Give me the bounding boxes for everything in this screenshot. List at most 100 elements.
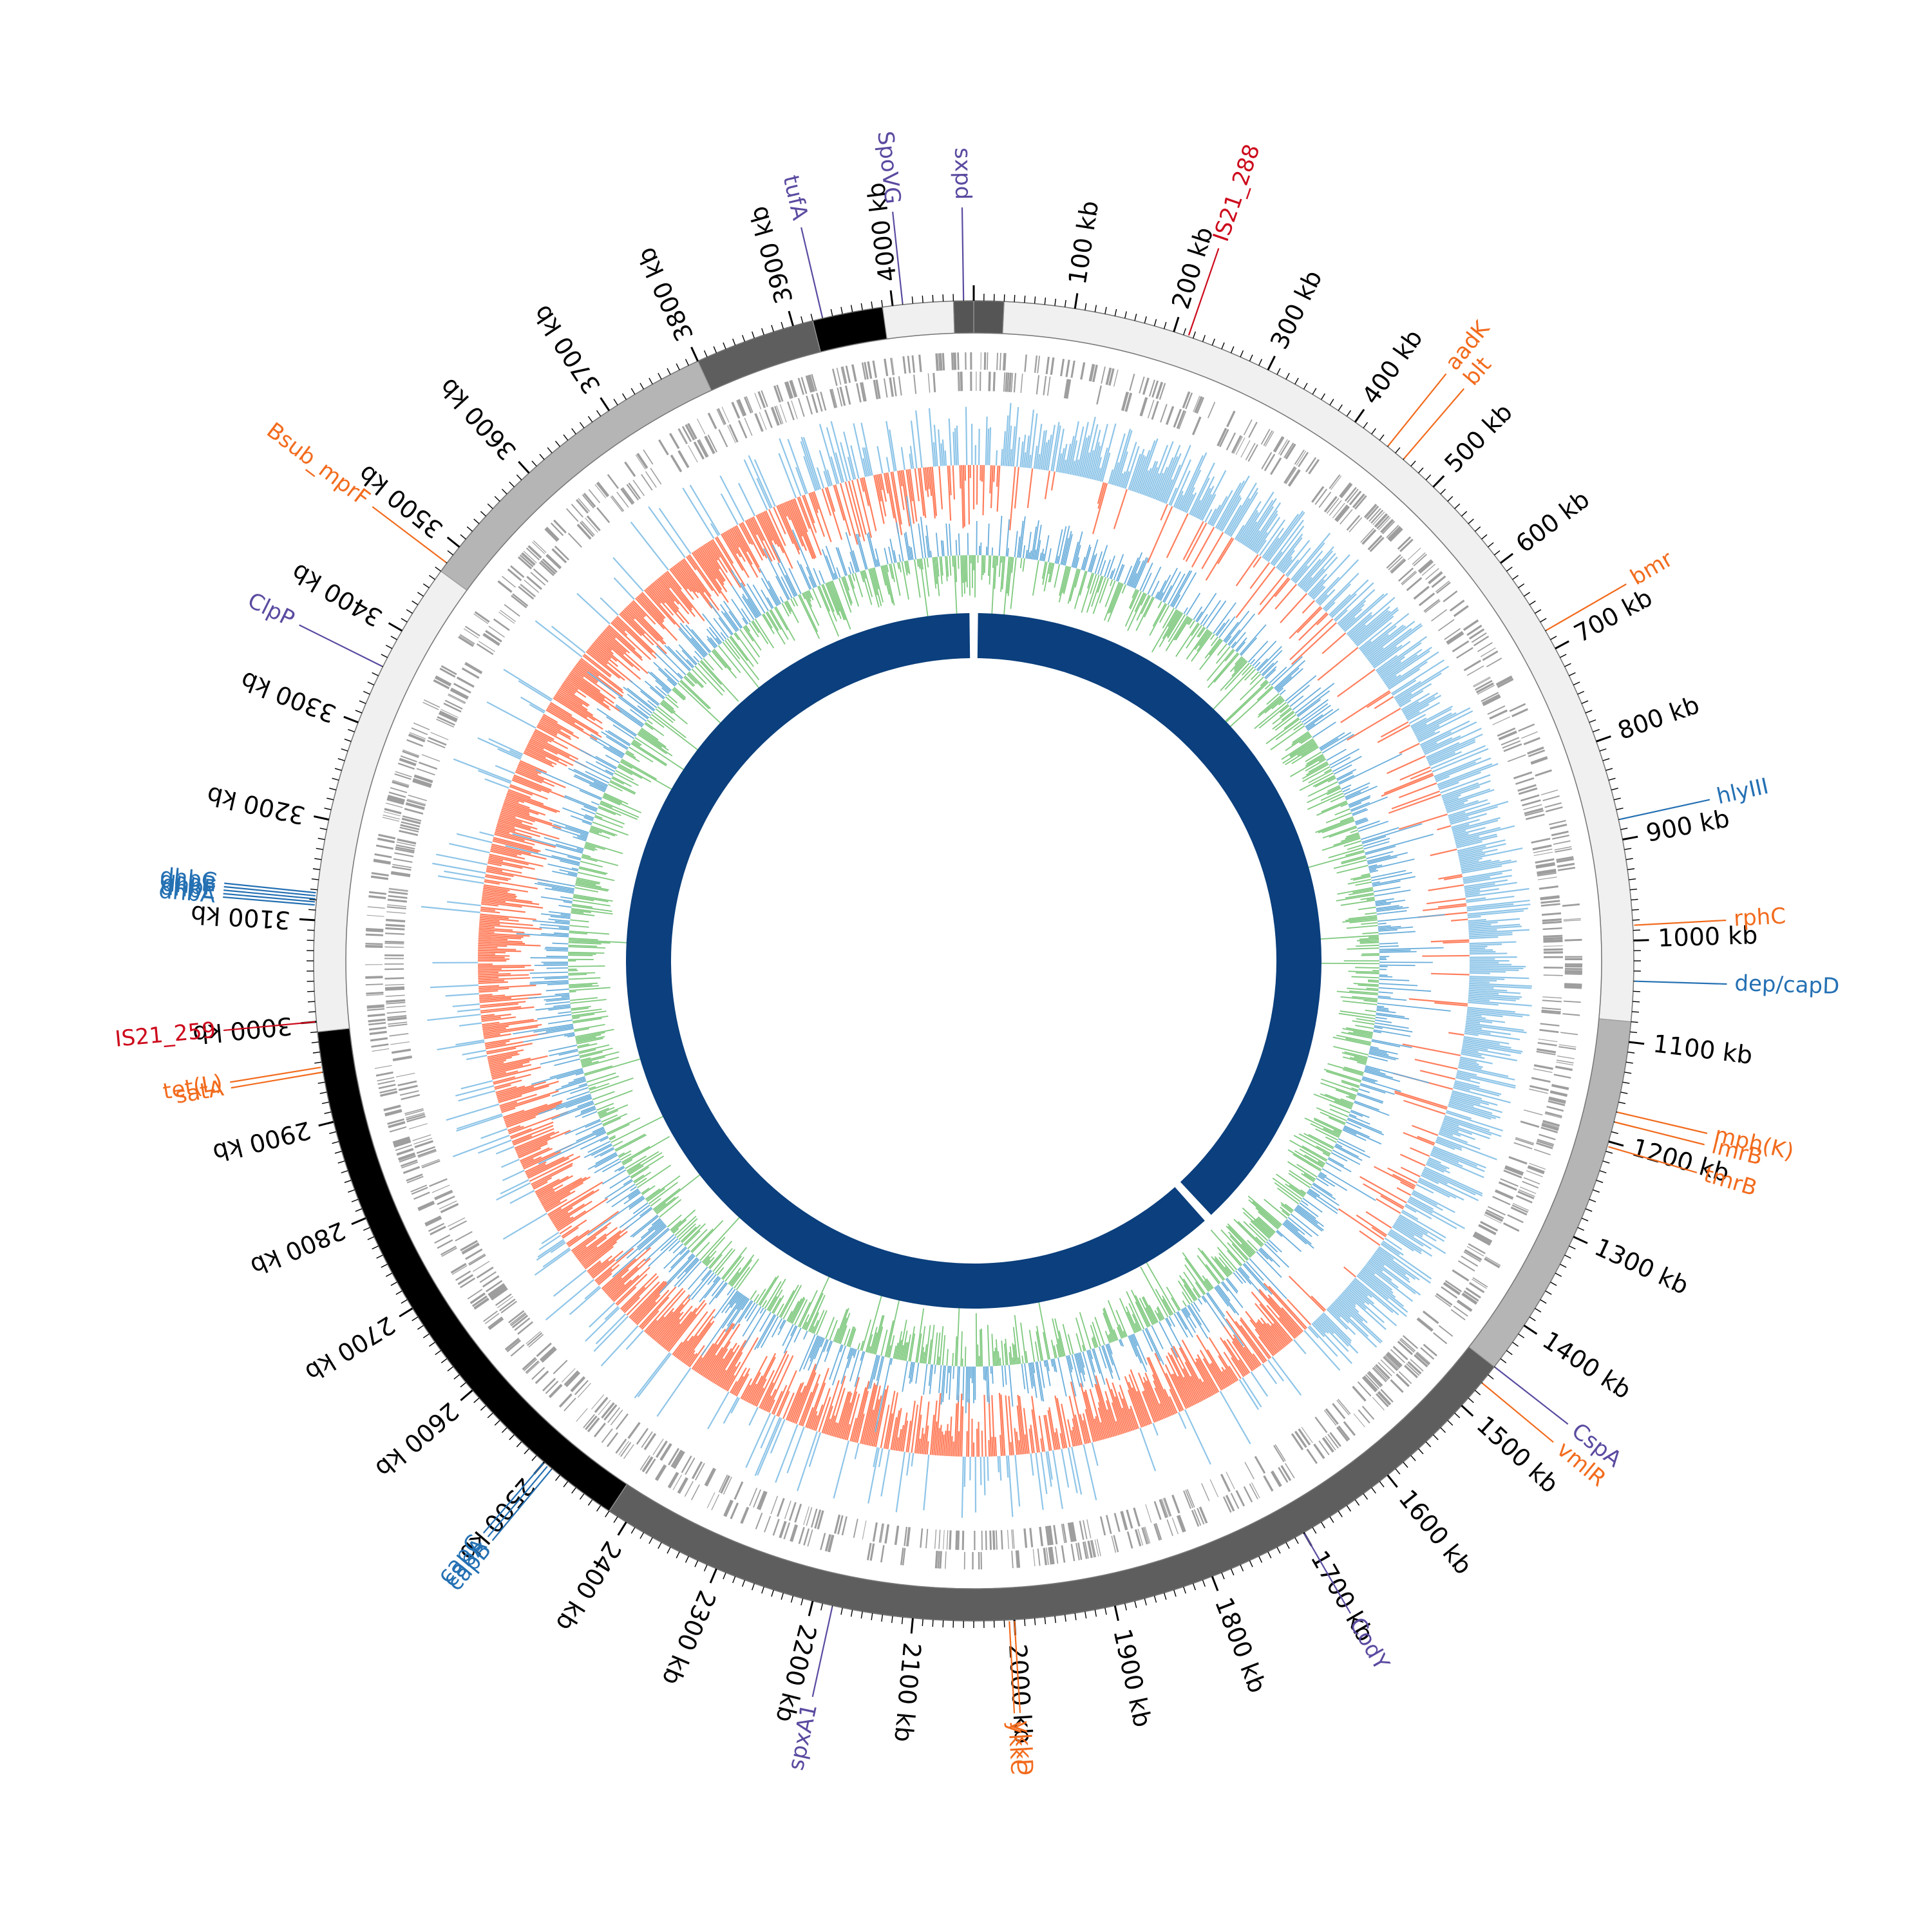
gene-feature — [1305, 457, 1317, 473]
gc-skew-bar — [1463, 873, 1503, 881]
gc-content-bar — [589, 1083, 610, 1091]
gene-feature — [1352, 1385, 1367, 1402]
gc-skew-bar — [1238, 1359, 1249, 1374]
gc-content-bar — [1020, 1322, 1027, 1363]
gc-content-bar — [1130, 1334, 1148, 1372]
gc-skew-bar — [514, 1131, 555, 1149]
gc-skew-bar — [861, 1384, 877, 1444]
gc-skew-bar — [1315, 1319, 1329, 1334]
gene-feature — [386, 919, 406, 922]
minor-tick — [417, 592, 424, 597]
gc-skew-bar — [989, 465, 992, 494]
gc-content-bar — [1052, 1358, 1056, 1372]
gene-feature — [1415, 1352, 1430, 1366]
gc-content-bar — [1366, 851, 1394, 860]
gc-skew-bar — [707, 1348, 728, 1380]
minor-tick — [1193, 1583, 1196, 1591]
gene-feature — [1377, 1391, 1391, 1406]
minor-tick — [639, 1532, 645, 1539]
gene-feature — [811, 374, 817, 392]
gc-content-bar — [1067, 568, 1078, 604]
gc-skew-bar — [873, 475, 885, 524]
gc-skew-bar — [1136, 1390, 1151, 1425]
gc-skew-bar — [1250, 1371, 1269, 1397]
gc-skew-bar — [1240, 1325, 1267, 1362]
gc-content-bar — [1347, 844, 1363, 850]
gc-content-bar — [949, 1365, 951, 1373]
gc-skew-bar — [866, 1385, 882, 1446]
gc-skew-bar — [1159, 456, 1179, 502]
gc-skew-bar — [1465, 887, 1530, 898]
gc-skew-bar — [596, 1264, 620, 1284]
gc-skew-bar — [1323, 583, 1352, 611]
gc-skew-bar — [636, 596, 678, 641]
gc-skew-bar — [1340, 608, 1363, 629]
gc-content-bar — [576, 1128, 605, 1142]
gc-content-bar — [1357, 820, 1380, 829]
gc-skew-bar — [1014, 1428, 1018, 1455]
gc-skew-bar — [1451, 1094, 1490, 1106]
gc-skew-bar — [714, 1345, 740, 1385]
gene-feature — [1473, 677, 1491, 688]
gene-feature — [1548, 1096, 1566, 1103]
gc-content-bar — [574, 1024, 605, 1031]
gene-feature — [1278, 1466, 1289, 1483]
gc-content-bar — [1021, 1363, 1026, 1390]
minor-tick — [685, 1556, 689, 1563]
gc-skew-bar — [1469, 943, 1502, 946]
gc-skew-bar — [850, 445, 860, 479]
gc-skew-bar — [1318, 1317, 1334, 1334]
gc-skew-bar — [479, 993, 542, 1000]
gene-feature — [483, 632, 500, 645]
gene-feature — [1472, 1278, 1487, 1289]
gc-content-bar — [1264, 1243, 1289, 1268]
gc-skew-bar — [1282, 540, 1311, 574]
gene-feature — [1353, 494, 1365, 508]
gc-skew-bar — [745, 1412, 772, 1468]
gene-feature — [611, 495, 625, 512]
gc-content-bar — [996, 556, 999, 566]
gc-skew-bar — [1129, 1408, 1138, 1430]
gc-skew-bar — [527, 1153, 574, 1178]
gc-content-bar — [545, 1001, 571, 1005]
gc-skew-bar — [1054, 1396, 1066, 1449]
gc-skew-bar — [646, 587, 661, 604]
gc-skew-bar — [622, 1275, 659, 1312]
gc-skew-bar — [427, 1014, 481, 1021]
gene-feature — [519, 554, 534, 568]
gc-skew-bar — [500, 813, 533, 826]
gc-content-bar — [1342, 788, 1350, 793]
minor-tick — [1624, 1072, 1632, 1074]
gc-content-bar — [587, 1141, 611, 1153]
gene-feature — [654, 1464, 665, 1480]
gc-skew-bar — [478, 939, 523, 943]
gc-skew-bar — [674, 1340, 688, 1358]
gc-content-bar — [701, 1294, 744, 1356]
gc-content-bar — [1355, 967, 1379, 969]
gc-content-bar — [651, 1218, 661, 1226]
gene-feature — [1298, 1428, 1310, 1446]
gene-feature — [1401, 571, 1417, 585]
minor-tick — [307, 929, 315, 931]
gc-content-bar — [1376, 1007, 1389, 1010]
gc-skew-bar — [748, 1406, 759, 1426]
gene-feature — [1000, 1530, 1003, 1549]
gc-skew-bar — [698, 547, 724, 585]
gene-feature — [1063, 379, 1069, 399]
gene-feature — [1475, 682, 1495, 694]
minor-tick — [1294, 1537, 1299, 1544]
gene-feature — [433, 680, 450, 689]
gc-content-bar — [1106, 555, 1115, 578]
gc-content-bar — [728, 1267, 742, 1285]
gene-feature — [1207, 402, 1216, 419]
gc-skew-bar — [504, 800, 546, 816]
gene-feature — [1540, 895, 1560, 900]
gc-skew-bar — [928, 408, 935, 467]
gene-feature — [1329, 1432, 1341, 1447]
gene-feature — [1515, 1138, 1534, 1146]
gc-skew-bar — [1456, 840, 1482, 849]
gc-skew-bar — [1322, 573, 1359, 610]
major-tick — [318, 1121, 334, 1127]
gene-feature — [773, 385, 781, 403]
gene-feature — [913, 374, 917, 394]
